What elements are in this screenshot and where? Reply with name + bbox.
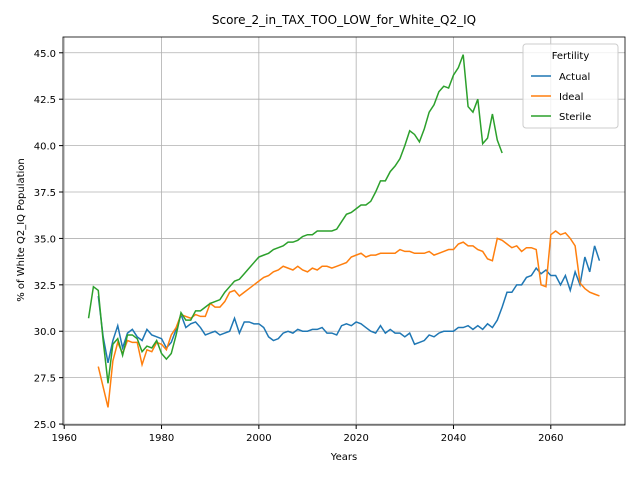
y-tick-label: 42.5 [34, 95, 56, 106]
y-tick-label: 30.0 [34, 327, 56, 338]
y-tick-label: 25.0 [34, 420, 56, 431]
legend-label: Actual [559, 72, 590, 83]
y-tick-label: 40.0 [34, 142, 56, 153]
y-axis-label: % of White Q2_IQ Population [16, 158, 27, 302]
x-tick-label: 1960 [51, 433, 76, 444]
chart-title: Score_2_in_TAX_TOO_LOW_for_White_Q2_IQ [212, 13, 476, 27]
legend-title: Fertility [552, 51, 590, 62]
y-tick-label: 32.5 [34, 281, 56, 292]
y-tick-label: 35.0 [34, 234, 56, 245]
x-tick-label: 1980 [149, 433, 174, 444]
x-tick-label: 2000 [246, 433, 271, 444]
legend-box [522, 43, 619, 129]
x-axis-label: Years [330, 452, 357, 463]
x-tick-label: 2060 [538, 433, 563, 444]
x-tick-label: 2020 [343, 433, 368, 444]
data-line [97, 245, 601, 363]
plot-frame [62, 36, 626, 426]
legend-label: Sterile [559, 112, 591, 123]
y-tick-label: 45.0 [34, 49, 56, 60]
legend-label: Ideal [559, 92, 583, 103]
y-tick-label: 27.5 [34, 374, 56, 385]
data-line [87, 54, 503, 384]
x-tick-label: 2040 [441, 433, 466, 444]
y-tick-label: 37.5 [34, 188, 56, 199]
